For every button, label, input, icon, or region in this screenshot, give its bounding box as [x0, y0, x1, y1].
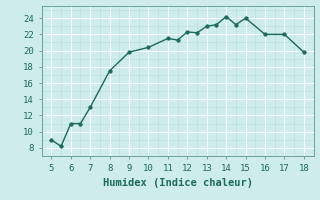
X-axis label: Humidex (Indice chaleur): Humidex (Indice chaleur)	[103, 178, 252, 188]
